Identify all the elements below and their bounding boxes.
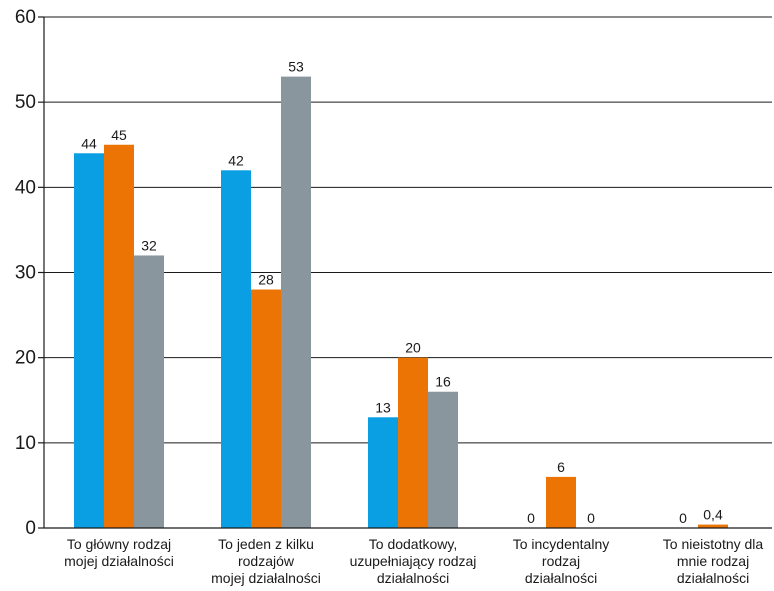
data-labels: 44 42 13 0 0 45 28 20 6 0,4 32 53 16 0	[81, 59, 723, 526]
category-label: To jeden z kilku	[218, 536, 314, 552]
category-label: uzupełniający rodzaj	[350, 553, 477, 569]
data-label: 32	[141, 237, 157, 253]
bar	[428, 391, 458, 528]
data-label: 20	[405, 340, 421, 356]
category-label: rodzaj	[542, 553, 580, 569]
ytick-label: 0	[25, 518, 36, 539]
data-label: 13	[375, 399, 391, 415]
bar	[698, 524, 728, 528]
data-label: 0,4	[703, 507, 723, 523]
data-label: 45	[111, 127, 127, 143]
ytick-label: 20	[15, 348, 36, 369]
bar	[221, 170, 251, 529]
bar	[74, 153, 104, 528]
category-label: działalności	[525, 570, 597, 586]
y-axis-ticks: 0 10 20 30 40 50 60	[15, 7, 44, 539]
bar	[251, 289, 281, 528]
data-label: 6	[557, 459, 565, 475]
category-label: rodzajów	[238, 553, 295, 569]
data-label: 53	[288, 59, 304, 75]
gridlines	[44, 16, 772, 444]
category-label: To główny rodzaj	[67, 536, 171, 552]
ytick-label: 40	[15, 177, 36, 198]
bar	[546, 476, 576, 528]
bar	[398, 357, 428, 528]
ytick-label: 60	[15, 7, 36, 28]
axes	[43, 17, 772, 529]
bar	[104, 144, 134, 528]
category-label: mojej działalności	[64, 553, 174, 569]
category-label: To incydentalny	[513, 536, 610, 552]
bars	[74, 76, 728, 529]
data-label: 0	[679, 510, 687, 526]
bar	[134, 255, 164, 528]
category-label: To nieistotny dla	[663, 536, 764, 552]
ytick-label: 30	[15, 263, 36, 284]
bar	[368, 417, 398, 528]
data-label: 44	[81, 135, 97, 151]
ytick-label: 50	[15, 92, 36, 113]
ytick-label: 10	[15, 433, 36, 454]
data-label: 0	[587, 510, 595, 526]
bar	[281, 76, 311, 528]
category-label: mnie rodzaj	[677, 553, 749, 569]
category-label: To dodatkowy,	[369, 536, 457, 552]
category-label: działalności	[377, 570, 449, 586]
data-label: 16	[435, 374, 451, 390]
category-label: mojej działalności	[211, 570, 321, 586]
data-label: 28	[258, 272, 274, 288]
data-label: 0	[527, 510, 535, 526]
data-label: 42	[228, 152, 244, 168]
category-label: działalności	[677, 570, 749, 586]
